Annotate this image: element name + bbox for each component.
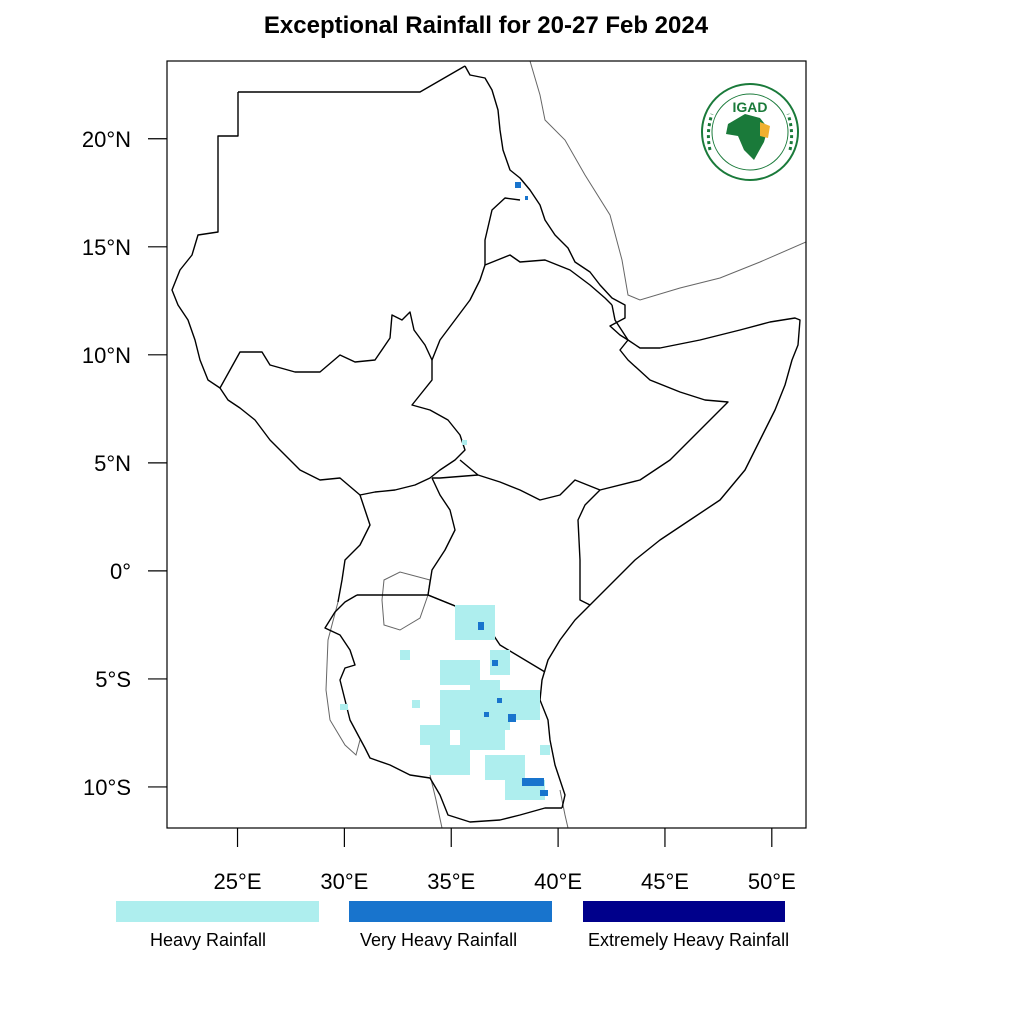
lon-tick-label: 25°E bbox=[214, 869, 262, 894]
map-frame bbox=[166, 60, 807, 829]
map-content bbox=[171, 61, 806, 828]
latitude-axis: 20°N 15°N 10°N 5°N 0° 5°S 10°S bbox=[82, 127, 167, 800]
legend-swatch-extremely-heavy bbox=[583, 901, 785, 922]
lat-tick-label: 20°N bbox=[82, 127, 131, 152]
legend-label-very-heavy: Very Heavy Rainfall bbox=[360, 930, 518, 950]
legend-label-extremely-heavy: Extremely Heavy Rainfall bbox=[588, 930, 790, 950]
country-boundaries bbox=[171, 65, 801, 823]
lat-tick-label: 5°N bbox=[94, 451, 131, 476]
lon-tick-label: 35°E bbox=[427, 869, 475, 894]
lon-tick-label: 40°E bbox=[534, 869, 582, 894]
legend-swatch-heavy bbox=[116, 901, 319, 922]
longitude-axis: 25°E 30°E 35°E 40°E 45°E 50°E bbox=[214, 828, 796, 894]
rainfall-very-heavy-cells bbox=[478, 182, 548, 796]
lon-tick-label: 50°E bbox=[748, 869, 796, 894]
coastline-gray bbox=[325, 61, 806, 828]
lat-tick-label: 15°N bbox=[82, 235, 131, 260]
lat-tick-label: 10°S bbox=[83, 775, 131, 800]
lat-tick-label: 0° bbox=[110, 559, 131, 584]
legend-swatch-very-heavy bbox=[349, 901, 552, 922]
lon-tick-label: 30°E bbox=[320, 869, 368, 894]
igad-logo: IGAD bbox=[701, 83, 799, 181]
lat-tick-label: 5°S bbox=[95, 667, 131, 692]
lat-tick-label: 10°N bbox=[82, 343, 131, 368]
igad-logo-text: IGAD bbox=[733, 99, 768, 115]
lon-tick-label: 45°E bbox=[641, 869, 689, 894]
legend-label-heavy: Heavy Rainfall bbox=[150, 930, 267, 950]
rainfall-heavy-cells bbox=[340, 440, 550, 800]
map-title: Exceptional Rainfall for 20-27 Feb 2024 bbox=[263, 12, 709, 39]
